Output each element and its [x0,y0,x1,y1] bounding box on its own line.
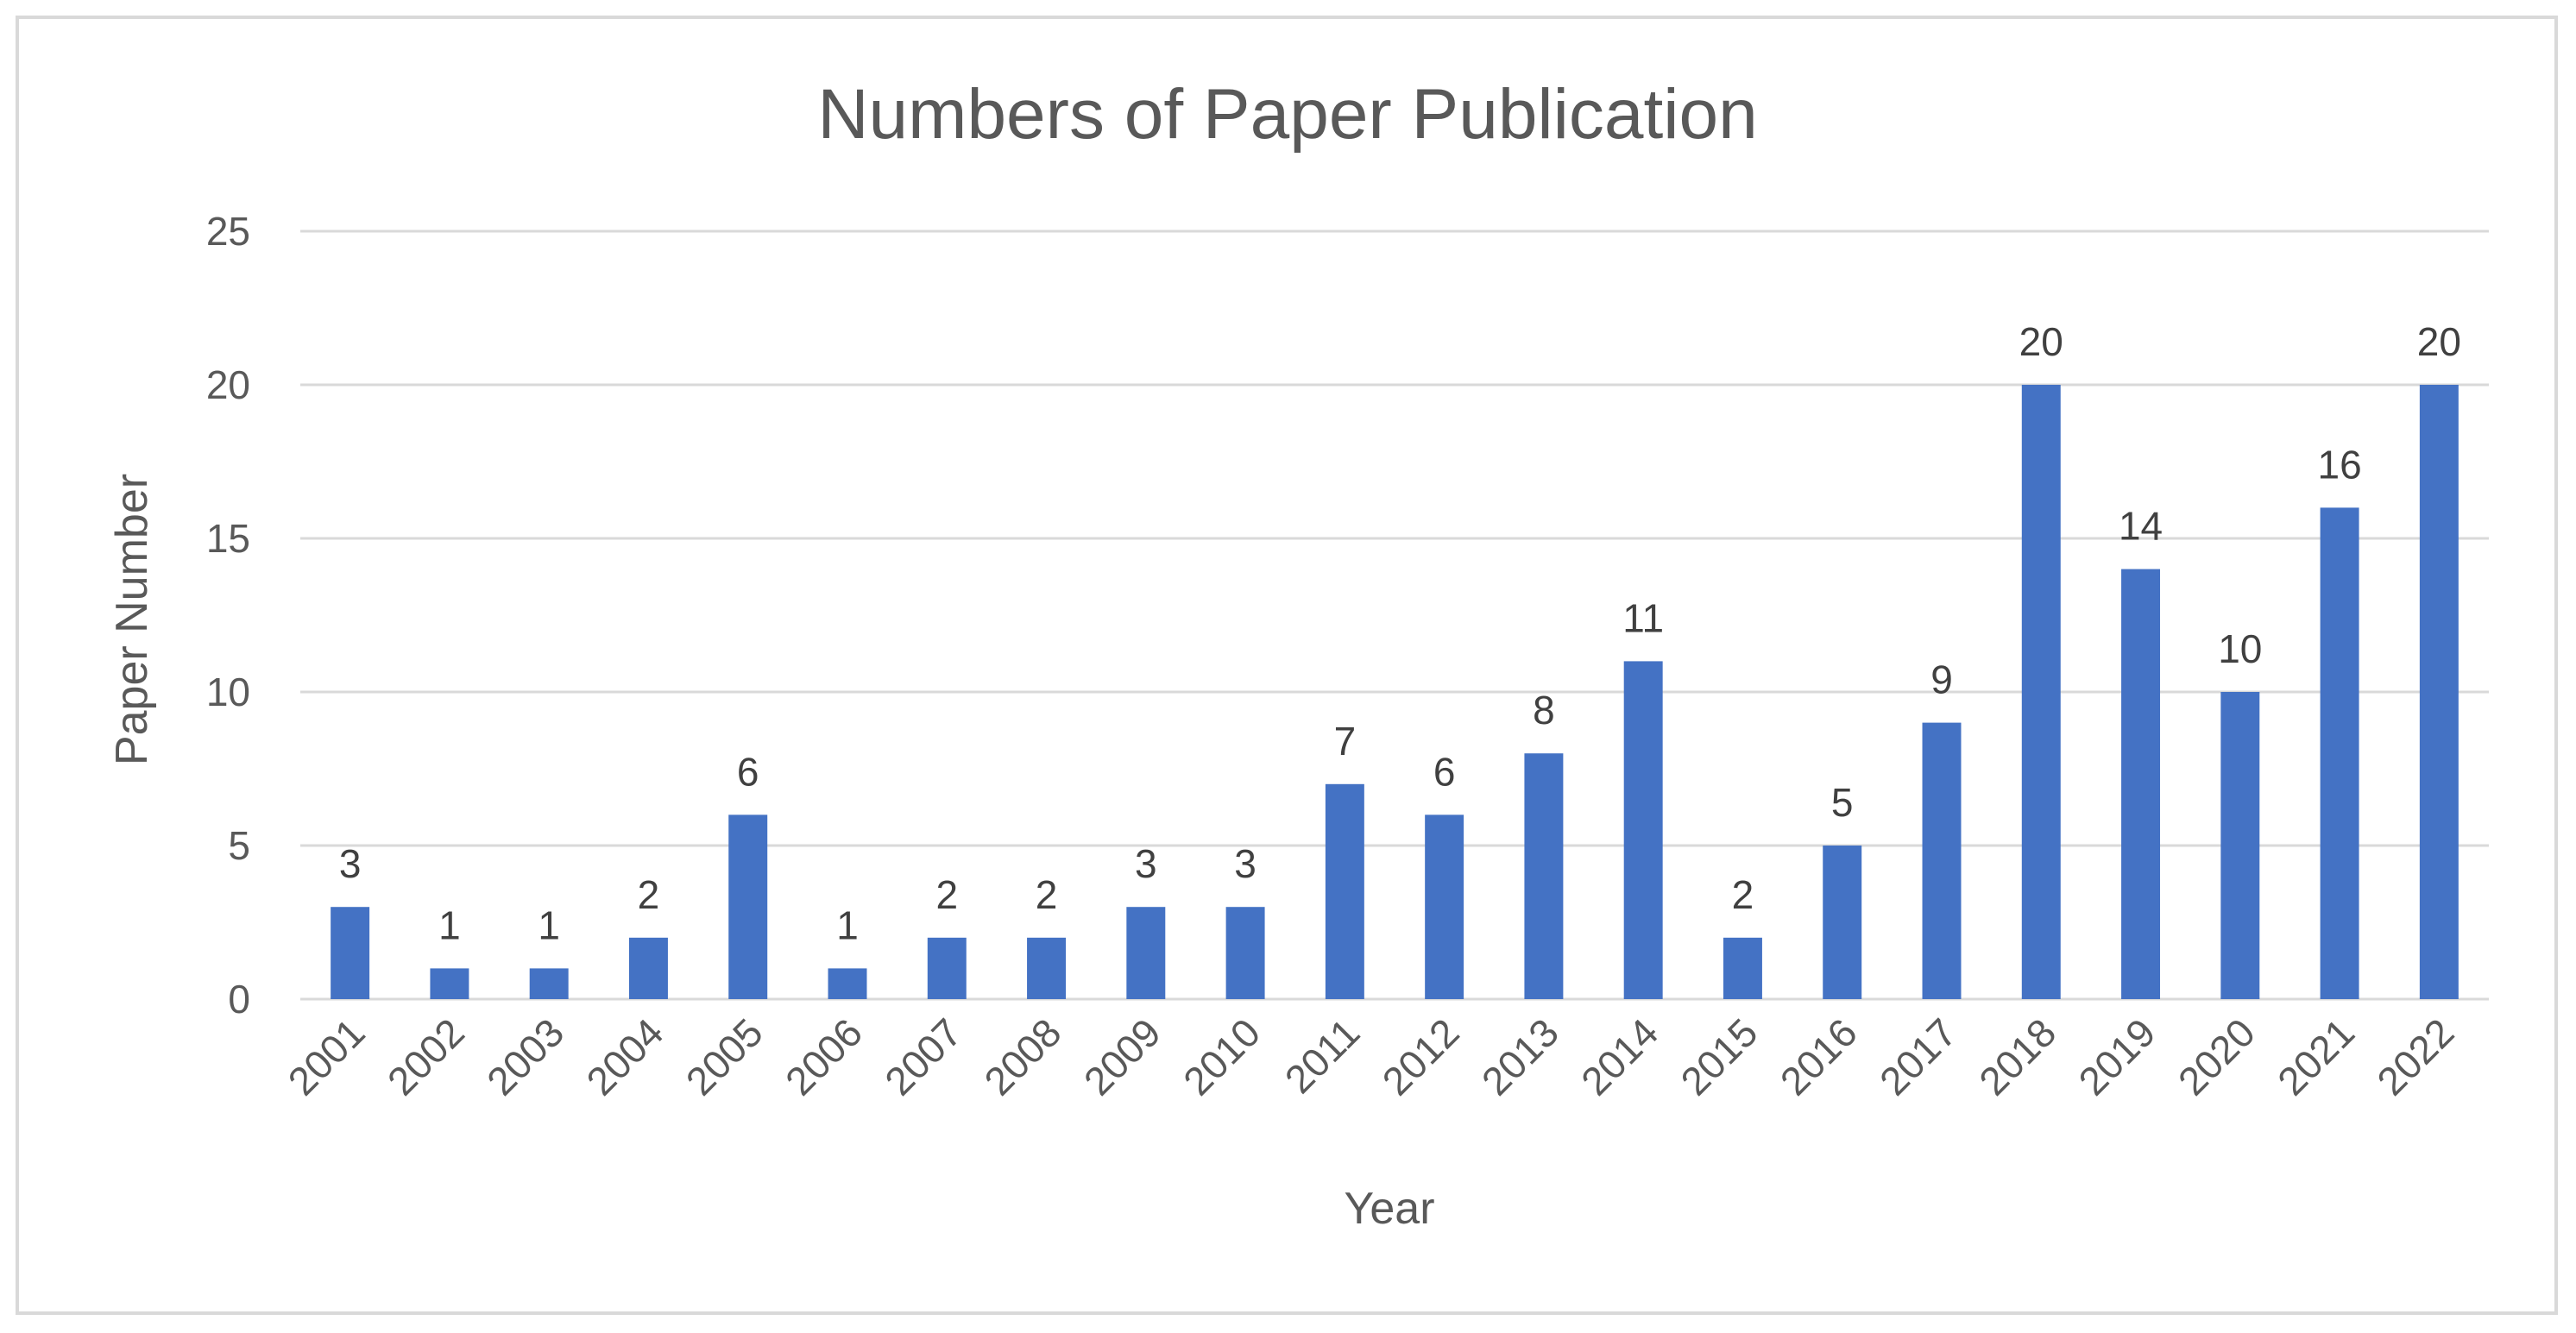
bar-2010 [1225,907,1265,999]
bar-2016 [1823,846,1862,999]
data-label-2007: 2 [935,872,958,917]
bar-2011 [1325,783,1364,999]
x-tick-label-2006: 2006 [777,1009,871,1103]
bar-2005 [728,814,768,999]
data-label-2001: 3 [339,841,362,886]
bar-2020 [2220,692,2260,999]
bar-2022 [2419,385,2459,999]
data-label-2021: 16 [2318,442,2362,487]
bar-2002 [430,968,469,999]
x-tick-label-2022: 2022 [2368,1009,2462,1103]
bar-2006 [828,968,867,999]
data-label-2008: 2 [1036,872,1058,917]
y-axis-title: Paper Number [107,474,157,765]
bar-2007 [927,937,967,999]
data-label-2022: 20 [2417,319,2461,364]
x-tick-label-2012: 2012 [1374,1009,1468,1103]
data-label-2011: 7 [1334,719,1357,764]
bar-2009 [1126,907,1166,999]
data-label-2016: 5 [1831,780,1854,825]
data-label-2018: 20 [2019,319,2063,364]
gridlines [300,230,2489,1001]
x-tick-label-2002: 2002 [379,1009,473,1103]
y-axis-ticks: 0 5 10 15 20 25 [206,209,250,1022]
y-tick-label: 0 [228,977,250,1022]
y-tick-label: 25 [206,209,250,254]
bars [331,385,2459,999]
data-label-2002: 1 [438,902,461,947]
data-label-2012: 6 [1433,749,1456,794]
y-tick-label: 20 [206,362,250,407]
bar-2017 [1922,722,1962,999]
x-tick-label-2008: 2008 [975,1009,1069,1103]
bar-2015 [1723,937,1762,999]
x-tick-label-2017: 2017 [1871,1009,1965,1103]
y-tick-label: 5 [228,823,250,868]
data-label-2004: 2 [638,872,660,917]
bar-2014 [1623,661,1663,999]
x-tick-label-2004: 2004 [577,1009,671,1103]
x-tick-label-2020: 2020 [2170,1009,2264,1103]
bar-2013 [1524,753,1564,999]
data-label-2003: 1 [538,902,560,947]
data-label-2017: 9 [1930,657,1953,702]
x-tick-label-2001: 2001 [280,1009,374,1103]
y-tick-label: 10 [206,670,250,714]
x-tick-label-2019: 2019 [2069,1009,2163,1103]
bar-2012 [1425,814,1464,999]
data-label-2009: 3 [1135,841,1157,886]
x-tick-label-2014: 2014 [1572,1009,1666,1103]
x-tick-label-2021: 2021 [2269,1009,2363,1103]
x-axis-title: Year [1344,1184,1434,1234]
x-tick-label-2018: 2018 [1970,1009,2064,1103]
x-tick-label-2007: 2007 [876,1009,970,1103]
x-tick-label-2009: 2009 [1075,1009,1169,1103]
bar-2004 [628,937,668,999]
x-axis-ticks: 2001 2002 2003 2004 2005 2006 2007 2008 2009 2010… [280,1009,2463,1103]
data-label-2019: 14 [2119,504,2163,549]
x-tick-label-2005: 2005 [677,1009,772,1103]
x-tick-label-2016: 2016 [1772,1009,1866,1103]
bar-2021 [2320,507,2359,999]
data-label-2010: 3 [1234,841,1257,886]
bar-2019 [2121,569,2161,999]
x-tick-label-2010: 2010 [1175,1009,1269,1103]
data-label-2005: 6 [737,749,759,794]
data-label-2006: 1 [836,902,859,947]
data-label-2020: 10 [2218,626,2262,671]
bar-2003 [529,968,569,999]
chart-title: Numbers of Paper Publication [817,75,1757,154]
bar-2008 [1027,937,1067,999]
x-tick-label-2003: 2003 [478,1009,572,1103]
bar-2018 [2021,385,2061,999]
y-tick-label: 15 [206,516,250,561]
x-tick-label-2013: 2013 [1473,1009,1567,1103]
x-tick-label-2011: 2011 [1276,1009,1369,1102]
data-label-2014: 11 [1622,595,1664,640]
data-label-2013: 8 [1533,688,1555,733]
x-tick-label-2015: 2015 [1672,1009,1766,1103]
bar-2001 [331,907,370,999]
data-label-2015: 2 [1732,872,1754,917]
